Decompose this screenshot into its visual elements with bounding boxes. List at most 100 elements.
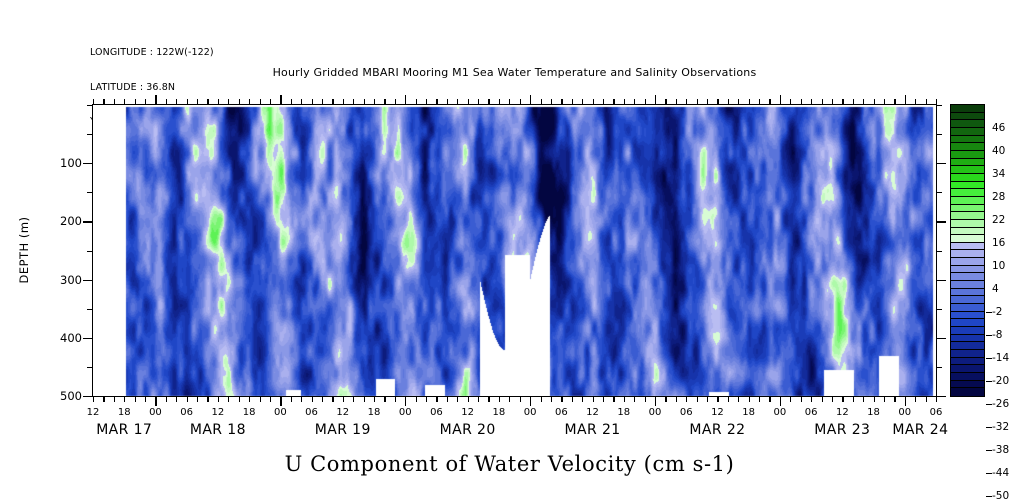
colorbar-tick-label: -44 <box>992 466 1009 479</box>
axis-tick <box>280 95 282 104</box>
axis-tick <box>863 99 865 104</box>
axis-tick <box>103 99 105 104</box>
colorbar-cell <box>951 150 984 159</box>
x-tick-label-hour: 06 <box>305 407 318 418</box>
colorbar-tick <box>986 495 992 497</box>
x-tick-label-hour: 00 <box>898 407 912 418</box>
axis-tick <box>904 95 906 104</box>
x-tick-label-hour: 06 <box>804 407 818 418</box>
axis-tick <box>644 99 646 104</box>
axis-tick <box>238 99 240 104</box>
axis-tick <box>665 397 667 402</box>
colorbar-cell <box>951 319 984 328</box>
axis-tick <box>363 397 365 402</box>
axis-tick <box>311 99 313 104</box>
axis-tick <box>478 99 480 104</box>
axis-tick <box>675 397 677 402</box>
colorbar-tick-label: 22 <box>992 213 1006 226</box>
x-axis-day-label: MAR 19 <box>314 422 371 438</box>
colorbar-tick <box>986 357 992 359</box>
axis-tick <box>155 397 157 406</box>
axis-tick <box>738 99 740 104</box>
x-tick-label-hour: 06 <box>180 407 194 418</box>
axis-tick <box>686 397 688 402</box>
axis-tick <box>249 99 251 104</box>
x-axis-day-label: MAR 24 <box>892 422 949 438</box>
axis-tick <box>937 105 942 107</box>
axis-tick <box>571 99 573 104</box>
axis-tick <box>259 397 261 402</box>
x-axis-day-label: MAR 21 <box>564 422 621 438</box>
axis-tick <box>821 397 823 402</box>
x-tick-label-hour: 12 <box>711 407 724 418</box>
axis-tick <box>301 397 303 402</box>
axis-tick <box>937 250 942 252</box>
longitude-text: LONGITUDE : 122W(-122) <box>90 47 214 58</box>
y-tick-label: 400 <box>60 330 82 345</box>
axis-tick <box>363 99 365 104</box>
axis-tick <box>873 397 875 402</box>
axis-tick <box>925 99 927 104</box>
colorbar <box>950 104 985 397</box>
axis-tick <box>937 337 946 339</box>
axis-tick <box>165 99 168 104</box>
axis-tick <box>937 192 942 194</box>
x-tick-label-hour: 00 <box>523 407 537 418</box>
axis-tick <box>727 99 730 104</box>
x-tick-label-hour: 06 <box>430 407 443 418</box>
x-tick-label-hour: 00 <box>648 407 662 418</box>
axis-tick <box>217 397 220 402</box>
axis-tick <box>415 397 417 402</box>
axis-tick <box>321 99 324 104</box>
colorbar-tick-label: -38 <box>992 443 1009 456</box>
axis-tick <box>83 279 92 281</box>
x-tick-label-hour: 12 <box>86 407 100 418</box>
colorbar-cell <box>951 143 984 151</box>
axis-tick <box>165 397 168 402</box>
colorbar-tick-label: -8 <box>992 328 1003 341</box>
colorbar-cell <box>951 327 984 335</box>
axis-tick <box>394 99 396 104</box>
axis-tick <box>592 99 594 104</box>
axis-tick <box>769 397 771 402</box>
colorbar-cell <box>951 311 984 320</box>
axis-tick <box>342 397 344 402</box>
axis-tick <box>665 99 667 104</box>
axis-tick <box>937 163 946 165</box>
y-tick-label: 500 <box>60 389 82 403</box>
axis-tick <box>186 397 188 402</box>
axis-tick <box>894 99 896 104</box>
colorbar-cell <box>951 196 984 205</box>
colorbar-tick-label: -32 <box>992 420 1009 433</box>
colorbar-cell <box>951 120 984 128</box>
axis-tick <box>904 397 906 406</box>
axis-tick <box>894 397 896 402</box>
axis-tick <box>186 99 188 104</box>
x-tick-label-hour: 00 <box>398 407 412 418</box>
axis-tick <box>83 337 92 339</box>
latitude-text: LATITUDE : 36.8N <box>90 81 176 93</box>
axis-tick <box>842 99 844 104</box>
axis-tick <box>228 397 230 402</box>
colorbar-cell <box>951 265 984 274</box>
axis-tick <box>488 99 490 104</box>
axis-tick <box>738 397 740 402</box>
x-axis-day-label: MAR 17 <box>96 422 153 438</box>
axis-tick <box>811 99 813 104</box>
axis-tick <box>790 99 792 104</box>
x-tick-label-hour: 12 <box>835 407 849 418</box>
axis-tick <box>467 99 469 104</box>
x-tick-label-hour: 18 <box>492 407 506 418</box>
axis-tick <box>301 99 303 104</box>
axis-tick <box>498 99 501 104</box>
x-tick-label-hour: 18 <box>367 407 381 418</box>
axis-tick <box>498 397 501 402</box>
colorbar-cell <box>951 281 984 289</box>
axis-tick <box>936 99 938 104</box>
axis-tick <box>748 99 750 104</box>
colorbar-cell <box>951 181 984 190</box>
axis-tick <box>582 397 584 402</box>
axis-tick <box>394 397 396 402</box>
axis-tick <box>197 99 199 104</box>
axis-tick <box>530 95 532 104</box>
